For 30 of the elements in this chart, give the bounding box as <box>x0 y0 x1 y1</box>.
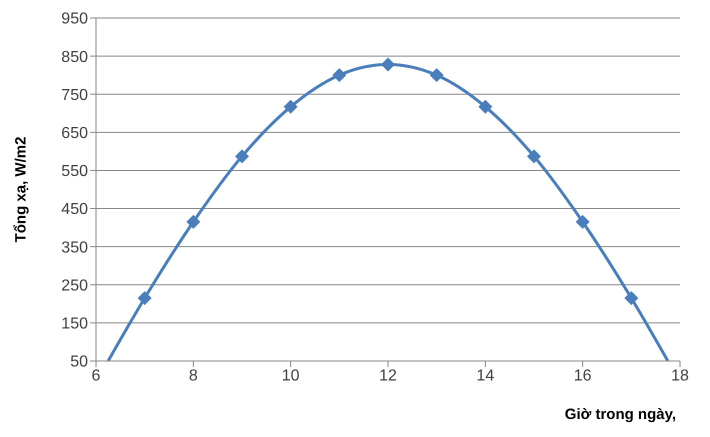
point <box>624 291 638 306</box>
x-tick-label: 14 <box>476 367 494 384</box>
y-tick-label: 50 <box>70 354 88 371</box>
x-tick-label: 16 <box>574 367 592 384</box>
point <box>381 57 395 72</box>
point <box>332 68 346 82</box>
y-tick-label: 850 <box>61 48 88 66</box>
x-tick-label: 8 <box>188 367 198 384</box>
y-axis-title: Tổng xạ, W/m2 <box>12 136 30 242</box>
x-tick-label: 18 <box>671 367 689 384</box>
point <box>430 68 444 82</box>
point <box>235 149 249 164</box>
point <box>478 100 492 114</box>
y-tick-label: 550 <box>61 163 88 180</box>
point <box>576 214 590 229</box>
y-tick-label: 250 <box>61 277 88 294</box>
point <box>527 149 541 164</box>
y-tick-label: 950 <box>61 10 88 28</box>
x-tick-label: 10 <box>282 367 300 384</box>
y-tick-label: 450 <box>61 201 88 218</box>
x-tick-label: 12 <box>379 367 397 384</box>
y-tick-label: 750 <box>61 86 88 104</box>
point <box>284 100 298 114</box>
y-tick-label: 350 <box>61 239 88 256</box>
point <box>186 214 200 229</box>
x-tick-label: 6 <box>92 367 101 384</box>
x-axis-title: Giờ trong ngày, <box>564 406 676 423</box>
y-tick-label: 150 <box>61 316 88 333</box>
point <box>138 291 152 306</box>
y-tick-label: 650 <box>61 125 88 142</box>
